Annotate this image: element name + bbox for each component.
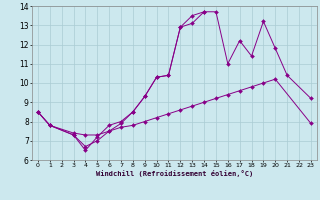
X-axis label: Windchill (Refroidissement éolien,°C): Windchill (Refroidissement éolien,°C) [96,170,253,177]
